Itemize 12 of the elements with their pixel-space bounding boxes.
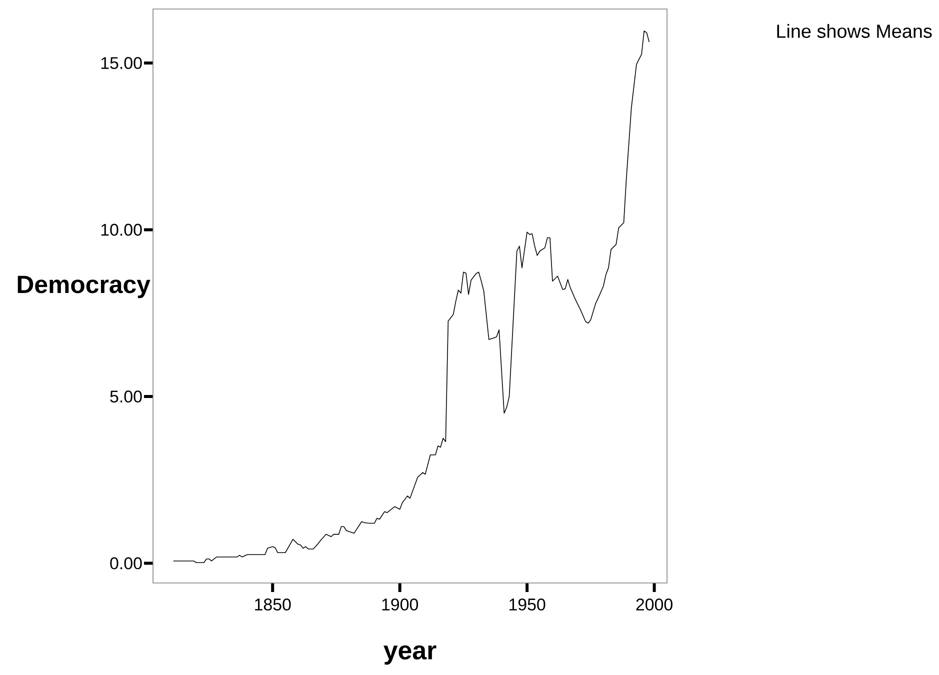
y-tick-label: 10.00 <box>101 224 142 236</box>
y-tick-label: 15.00 <box>101 57 142 70</box>
x-tick-label: 1900 <box>382 598 418 611</box>
line-series <box>172 30 650 564</box>
y-tick-label: 0.00 <box>110 557 142 570</box>
x-axis-title: year <box>384 645 436 665</box>
text: Line shows Means <box>777 24 932 38</box>
x-tick-label: 1850 <box>255 598 291 611</box>
y-tick-label: 5.00 <box>110 390 142 403</box>
x-tick-label: 2000 <box>636 598 672 611</box>
x-tick-label: 1950 <box>510 598 546 611</box>
y-axis-title: Democracy <box>18 276 150 298</box>
